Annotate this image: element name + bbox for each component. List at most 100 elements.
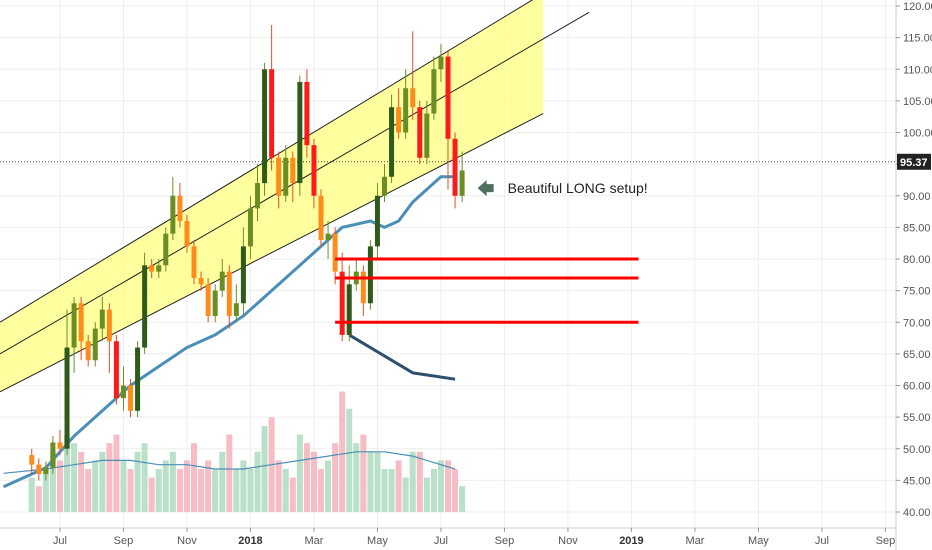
candle-body[interactable] [262,69,268,184]
candle-body[interactable] [78,303,84,342]
candle-body[interactable] [106,309,112,342]
volume-bar [212,469,219,512]
x-tick-label: Nov [177,535,197,547]
candle-body[interactable] [396,107,402,133]
candle-body[interactable] [389,107,395,177]
candle-body[interactable] [92,328,98,361]
candle-body[interactable] [290,157,296,184]
candle-body[interactable] [205,284,211,316]
volume-bar [395,460,402,512]
y-tick-label: 60.00 [903,381,931,393]
candle-body[interactable] [332,233,338,272]
candle-body[interactable] [113,341,119,399]
candle-body[interactable] [212,290,218,316]
volume-bar [346,408,353,512]
candle-body[interactable] [198,277,204,285]
candle-body[interactable] [438,56,444,70]
moving-average-line[interactable] [2,175,456,489]
candle-body[interactable] [297,81,303,184]
candle-body[interactable] [170,195,176,234]
current-price-label: 95.37 [900,157,928,169]
candle-body[interactable] [255,183,261,209]
candle-body[interactable] [85,341,91,361]
candle-body[interactable] [50,442,56,468]
volume-bar [289,477,296,512]
y-tick-label: 45.00 [903,475,931,487]
candle-body[interactable] [240,246,246,304]
candle-body[interactable] [339,271,345,335]
candle-body[interactable] [226,271,232,316]
candle-body[interactable] [219,271,225,291]
y-tick-label: 110.00 [903,64,932,76]
candle-body[interactable] [452,138,458,196]
candle-body[interactable] [233,303,239,316]
volume-bar [42,469,49,512]
candle-body[interactable] [142,265,148,348]
candle-body[interactable] [71,303,77,348]
volume-bar [35,486,42,512]
candle-body[interactable] [99,309,105,329]
candle-body[interactable] [269,69,275,158]
x-tick-label: Mar [304,535,323,547]
candle-body[interactable] [184,221,190,247]
candle-body[interactable] [311,145,317,196]
annotation-text: Beautiful LONG setup! [508,180,648,196]
volume-bar [183,460,190,512]
volume-bar [275,460,282,512]
candle-body[interactable] [29,455,35,465]
candle-body[interactable] [36,464,42,475]
volume-bar [452,469,459,512]
candle-body[interactable] [57,442,63,449]
candle-body[interactable] [135,347,141,411]
candle-body[interactable] [276,157,282,196]
volume-bar [176,469,183,512]
volume-bar [49,451,56,512]
y-tick-label: 120.00 [903,1,932,13]
candle-body[interactable] [431,69,437,114]
candle-body[interactable] [367,246,373,304]
candle-body[interactable] [374,195,380,247]
candle-body[interactable] [149,265,155,272]
volume-bar [127,469,134,512]
volume-bar [325,460,332,512]
volume-bar [261,426,268,512]
candle-body[interactable] [424,113,430,158]
volume-bar [113,434,120,512]
y-tick-label: 65.00 [903,349,931,361]
x-tick-label: Sep [114,535,134,547]
candle-body[interactable] [191,246,197,278]
volume-bar [198,469,205,512]
volume-bar [437,460,444,512]
candle-body[interactable] [360,271,366,304]
candle-body[interactable] [163,233,169,266]
candle-body[interactable] [417,107,423,158]
candle-body[interactable] [346,284,352,335]
y-tick-label: 115.00 [903,33,932,45]
volume-ma-line [3,451,456,474]
candle-body[interactable] [445,56,451,139]
candle-body[interactable] [283,157,289,196]
candle-body[interactable] [382,176,388,196]
moving-average-line-secondary[interactable] [348,333,456,381]
candle-body[interactable] [459,170,465,196]
candle-body[interactable] [43,467,49,475]
x-tick-label: 2018 [238,535,262,547]
volume-bar [134,451,141,512]
candle-body[interactable] [403,88,409,133]
candle-body[interactable] [156,265,162,272]
volume-bar [388,469,395,512]
volume-bar [339,391,346,512]
candle-body[interactable] [247,208,253,247]
candle-body[interactable] [318,195,324,241]
candle-body[interactable] [64,347,70,449]
x-tick-label: Nov [558,535,578,547]
candle-body[interactable] [325,233,331,241]
candle-body[interactable] [128,385,134,411]
candle-body[interactable] [410,88,416,108]
volume-bar [191,443,198,512]
candle-body[interactable] [304,81,310,146]
candle-body[interactable] [177,195,183,222]
volume-bar [367,451,374,512]
candle-body[interactable] [120,385,126,399]
volume-bar [459,486,466,512]
